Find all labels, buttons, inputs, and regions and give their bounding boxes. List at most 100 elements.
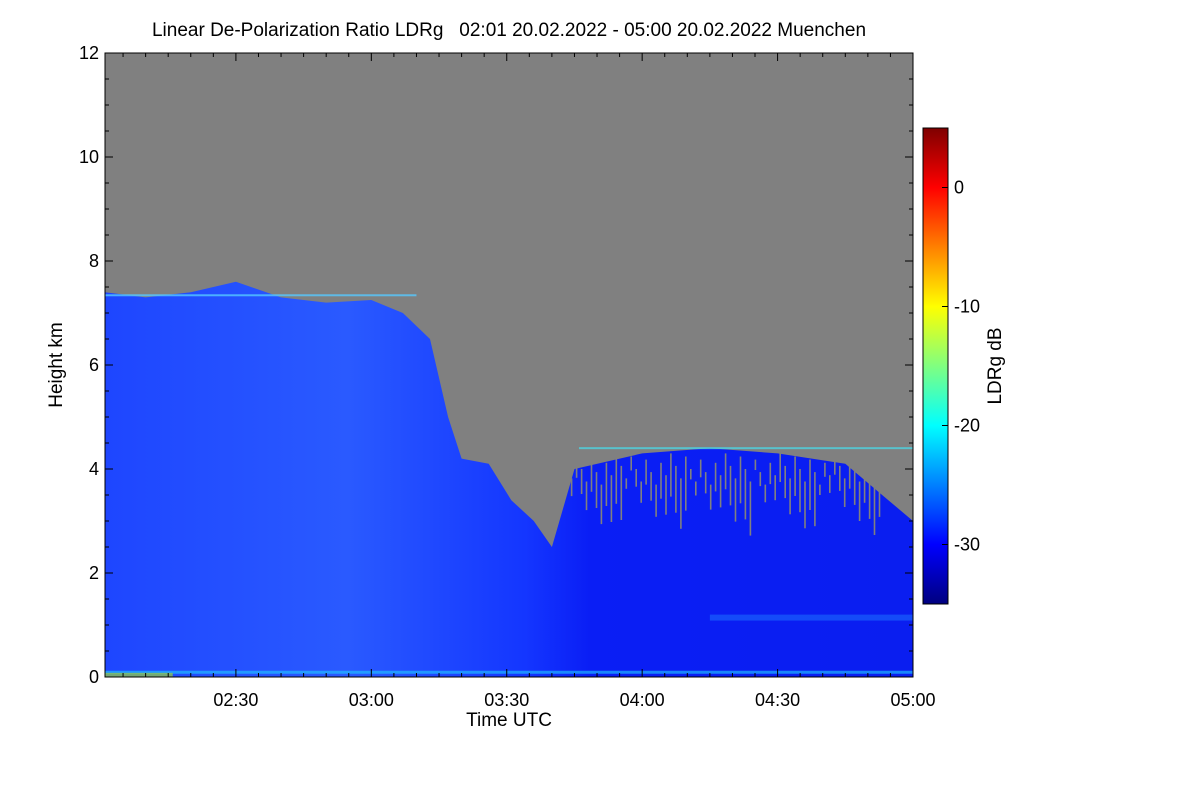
y-tick-label: 0	[89, 667, 99, 687]
y-tick-label: 6	[89, 355, 99, 375]
no-data-gap	[650, 472, 652, 501]
no-data-gap	[615, 453, 618, 504]
no-data-gap	[873, 484, 876, 535]
no-data-gap	[565, 465, 568, 480]
no-data-gap	[858, 481, 861, 521]
no-data-gap	[570, 478, 573, 497]
no-data-gap	[724, 453, 727, 490]
no-data-gap	[714, 462, 717, 492]
no-data-gap	[670, 453, 672, 497]
near-ground-patch	[105, 672, 173, 677]
no-data-gap	[560, 453, 563, 464]
no-data-gap	[729, 465, 732, 506]
no-data-gap	[660, 462, 662, 499]
no-data-gap	[655, 484, 657, 517]
no-data-gap	[789, 478, 791, 515]
x-tick-label: 03:30	[484, 690, 529, 710]
no-data-gap	[719, 475, 722, 508]
no-data-gap	[709, 484, 712, 510]
no-data-gap	[804, 481, 806, 529]
no-data-gap	[610, 475, 613, 522]
no-data-gap	[605, 462, 608, 506]
near-ground-layer	[105, 670, 913, 674]
no-data-gap	[764, 484, 767, 503]
x-tick-label: 03:00	[349, 690, 394, 710]
no-data-gap	[699, 459, 702, 478]
thin-layer	[105, 294, 417, 297]
no-data-gap	[878, 462, 881, 517]
no-data-gap	[903, 456, 906, 482]
no-data-gap	[809, 459, 811, 510]
no-data-gap	[759, 472, 762, 487]
colorbar	[922, 127, 949, 605]
no-data-gap	[779, 453, 781, 482]
y-tick-label: 2	[89, 563, 99, 583]
no-data-gap	[595, 472, 598, 508]
x-axis-ticks: 02:30 03:00 03:30 04:00 04:30 05:00	[122, 53, 936, 710]
no-data-gap	[734, 478, 737, 522]
no-data-gap	[853, 469, 856, 505]
no-data-gap	[888, 453, 891, 468]
no-data-gap	[575, 456, 578, 478]
no-data-gap	[739, 456, 742, 504]
x-tick-label: 04:30	[755, 690, 800, 710]
no-data-gap	[784, 465, 786, 499]
y-axis-label: Height km	[46, 322, 67, 408]
no-data-gap	[829, 475, 831, 493]
no-data-gap	[754, 459, 757, 470]
no-data-gap	[774, 475, 776, 501]
no-data-gap	[630, 456, 632, 471]
x-axis-label: Time UTC	[466, 710, 552, 731]
y-tick-label: 4	[89, 459, 99, 479]
no-data-gap	[863, 459, 866, 503]
y-tick-label: 12	[79, 43, 99, 63]
no-data-gap	[839, 465, 841, 491]
x-tick-label: 04:00	[620, 690, 665, 710]
chart-title: Linear De-Polarization Ratio LDRg 02:01 …	[151, 20, 867, 41]
ldr-signal-region	[105, 281, 913, 677]
no-data-gap	[675, 465, 677, 513]
no-data-gap	[645, 459, 647, 485]
colorbar-label: LDRg dB	[985, 327, 1006, 404]
y-axis-ticks: 0 2 4 6 8 10 12	[79, 43, 913, 687]
y-tick-label: 8	[89, 251, 99, 271]
no-data-gap	[799, 469, 801, 513]
ldr-streaks	[105, 294, 913, 677]
no-data-gap	[843, 478, 846, 507]
thin-layer	[578, 447, 913, 450]
no-data-gap	[685, 456, 687, 511]
no-data-gap	[680, 478, 682, 529]
colorbar-ticks: 0 -10 -20 -30	[942, 178, 980, 555]
no-data-gap	[769, 462, 772, 485]
no-data-gap	[824, 462, 826, 477]
no-data-gap	[814, 472, 816, 527]
colorbar-tick-label: -10	[954, 297, 980, 317]
no-data-gap	[600, 484, 603, 525]
no-data-gap	[749, 481, 752, 536]
colorbar-tick-label: 0	[954, 178, 964, 198]
no-data-gap	[580, 469, 583, 494]
colorbar-tick-label: -20	[954, 416, 980, 436]
no-data-gap	[868, 472, 871, 519]
no-data-gap	[695, 481, 697, 496]
no-data-gap	[625, 478, 628, 489]
no-data-gap	[883, 475, 886, 486]
y-tick-label: 10	[79, 147, 99, 167]
x-tick-label: 05:00	[890, 690, 935, 710]
x-tick-label: 02:30	[213, 690, 258, 710]
no-data-gap	[819, 484, 821, 495]
no-data-gap	[704, 472, 707, 494]
no-data-gap	[620, 465, 623, 520]
low-layer	[709, 614, 913, 621]
no-data-gap	[665, 475, 667, 515]
no-data-gap	[898, 478, 901, 500]
no-data-gap	[640, 481, 642, 503]
no-data-gap	[848, 456, 851, 489]
no-data-gap	[744, 469, 747, 520]
no-data-gap	[893, 465, 896, 484]
no-data-gap	[635, 469, 637, 487]
colorbar-tick-label: -30	[954, 535, 980, 555]
no-data-gap	[690, 469, 692, 480]
no-data-gap	[585, 481, 588, 511]
